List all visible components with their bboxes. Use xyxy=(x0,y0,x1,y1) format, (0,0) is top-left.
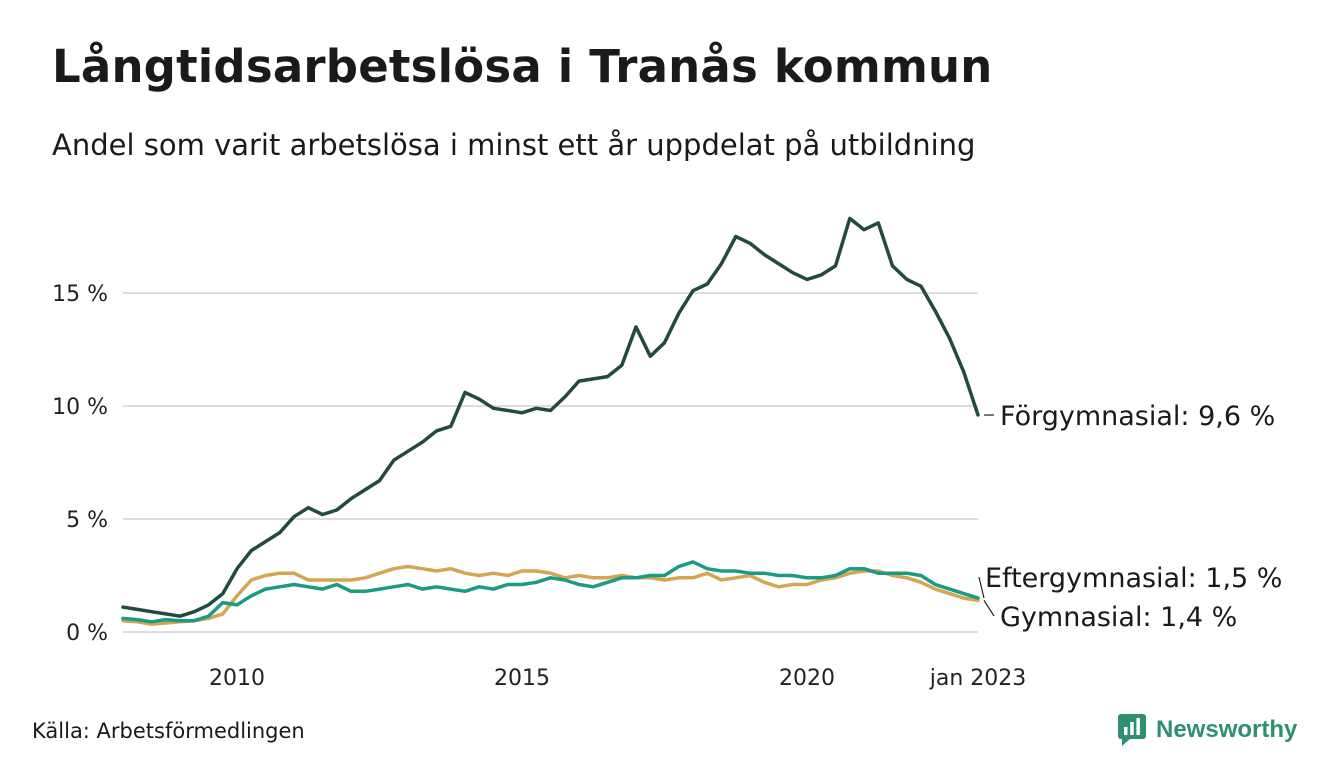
series-line-gymnasial xyxy=(121,564,980,626)
x-tick-label: 2015 xyxy=(494,666,550,691)
series-line-eftergymnasial xyxy=(121,560,980,624)
series-end-labels: Förgymnasial: 9,6 % Eftergymnasial: 1,5 %… xyxy=(978,401,1282,633)
leader-line-gymnasial xyxy=(983,600,995,617)
y-tick-label: 15 % xyxy=(52,282,108,307)
series-label-forgymnasial: Förgymnasial: 9,6 % xyxy=(1000,401,1275,432)
series-label-eftergymnasial: Eftergymnasial: 1,5 % xyxy=(985,563,1282,594)
leader-line-eftergymnasial xyxy=(978,576,985,599)
newsworthy-logo-icon xyxy=(1118,714,1146,746)
x-tick-label: jan 2023 xyxy=(929,666,1027,691)
series-lines xyxy=(121,216,980,626)
y-tick-label: 10 % xyxy=(52,395,108,420)
y-axis-tick-labels: 0 % 5 % 10 % 15 % xyxy=(52,282,108,646)
gridlines xyxy=(123,292,978,633)
x-tick-label: 2010 xyxy=(209,666,265,691)
brand-name: Newsworthy xyxy=(1156,716,1298,743)
brand-logo: Newsworthy xyxy=(1118,714,1297,746)
y-tick-label: 5 % xyxy=(66,508,108,533)
x-axis-tick-labels: 2010 2015 2020 jan 2023 xyxy=(209,666,1026,691)
y-tick-label: 0 % xyxy=(66,621,108,646)
x-tick-label: 2020 xyxy=(779,666,835,691)
chart-subtitle: Andel som varit arbetslösa i minst ett å… xyxy=(52,128,976,162)
chart-title: Långtidsarbetslösa i Tranås kommun xyxy=(52,40,993,93)
series-label-gymnasial: Gymnasial: 1,4 % xyxy=(1000,602,1237,633)
series-line-forgymnasial xyxy=(121,216,980,618)
source-note: Källa: Arbetsförmedlingen xyxy=(32,719,305,743)
